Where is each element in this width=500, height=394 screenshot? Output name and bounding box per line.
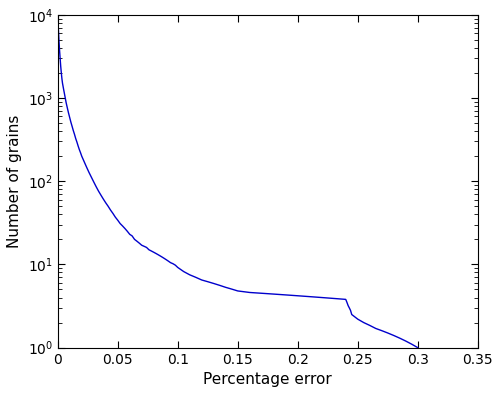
Y-axis label: Number of grains: Number of grains [7,115,22,248]
X-axis label: Percentage error: Percentage error [204,372,332,387]
